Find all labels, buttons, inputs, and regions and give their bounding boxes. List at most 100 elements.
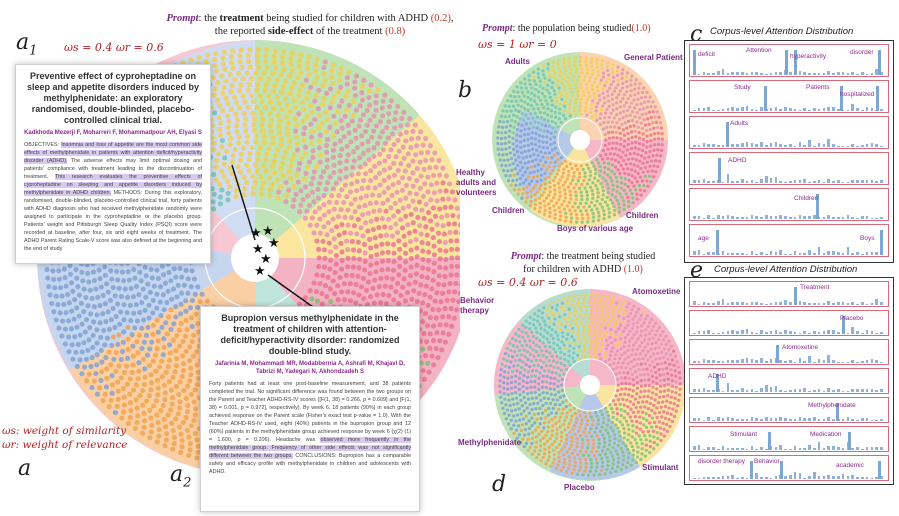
cluster-dot [621, 109, 626, 114]
cluster-dot [581, 324, 586, 328]
paper-card-a2[interactable]: Bupropion versus methylphenidate in the … [200, 306, 420, 512]
cluster-dot [603, 334, 607, 338]
cluster-dot [162, 280, 169, 286]
cluster-dot [526, 90, 530, 94]
cluster-dot [562, 61, 566, 65]
cluster-dot [525, 350, 530, 354]
cluster-dot [552, 204, 556, 208]
cluster-dot [553, 403, 558, 407]
cluster-dot [568, 447, 572, 451]
cluster-dot [325, 274, 331, 281]
cluster-dot [543, 208, 547, 212]
cluster-dot [634, 158, 638, 162]
cluster-dot [639, 166, 643, 171]
cluster-dot [567, 315, 571, 319]
cluster-dot [524, 441, 529, 445]
cluster-dot [633, 437, 637, 442]
cluster-dot [559, 120, 563, 124]
cluster-dot [613, 158, 618, 162]
cluster-dot [598, 153, 603, 158]
cluster-dot [632, 98, 636, 102]
cluster-dot [560, 330, 565, 335]
cluster-dot [575, 301, 580, 306]
cluster-dot [635, 425, 639, 429]
cluster-dot [526, 108, 530, 112]
cluster-dot [614, 86, 618, 90]
cluster-dot [619, 332, 623, 337]
cluster-dot [638, 344, 642, 348]
attention-peak-bar [726, 122, 729, 147]
cluster-dot [562, 297, 566, 301]
cluster-dot [565, 411, 570, 415]
attention-bar [865, 179, 869, 183]
cluster-dot [624, 162, 628, 166]
cluster-dot [643, 434, 647, 438]
cluster-dot [125, 294, 131, 300]
cluster-dot [661, 421, 665, 425]
cluster-dot [332, 291, 338, 297]
cluster-dot [562, 372, 566, 376]
attention-bar [693, 109, 696, 111]
cluster-dot [543, 323, 548, 327]
cluster-dot [511, 113, 516, 117]
attention-bar [822, 217, 826, 219]
cluster-dot [584, 293, 588, 297]
cluster-dot [558, 356, 563, 360]
cluster-dot [250, 173, 256, 180]
cluster-dot [602, 171, 607, 175]
cluster-dot [616, 426, 620, 430]
cluster-dot [530, 441, 534, 445]
attention-bar [841, 71, 845, 75]
cluster-dot [253, 139, 259, 145]
cluster-dot [630, 135, 634, 140]
cluster-dot [543, 151, 547, 155]
cluster-dot [286, 144, 293, 150]
attention-bar [817, 246, 821, 255]
cluster-dot [615, 417, 619, 421]
cluster-dot [661, 330, 665, 334]
cluster-dot [535, 190, 540, 194]
cluster-dot [146, 302, 152, 308]
attention-bar [841, 181, 845, 183]
cluster-dot [530, 136, 534, 140]
cluster-dot [541, 436, 545, 440]
paper-card-a1[interactable]: Preventive effect of cyproheptadine on s… [15, 64, 211, 264]
cluster-dot [618, 131, 622, 136]
cluster-dot [635, 180, 640, 184]
cluster-dot [554, 421, 558, 426]
cluster-dot [517, 387, 522, 392]
cluster-dot [553, 71, 557, 76]
cluster-dot [620, 387, 624, 391]
attention-peak-bar [716, 230, 719, 255]
cluster-dot [633, 93, 637, 97]
cluster-dot [567, 421, 572, 426]
attention-bar [760, 179, 763, 183]
cluster-dot [532, 449, 537, 453]
cluster-dot [649, 138, 653, 143]
attention-bar [827, 107, 830, 111]
cluster-dot [600, 205, 605, 209]
cluster-dot [577, 336, 582, 341]
cluster-dot [288, 163, 294, 169]
attention-word: Boys [860, 235, 875, 242]
cluster-dot [569, 212, 573, 216]
cluster-dot [244, 180, 250, 186]
cluster-dot [354, 179, 360, 185]
cluster-dot [610, 157, 614, 161]
label-adults: Adults [505, 57, 530, 66]
cluster-dot [270, 134, 276, 141]
cluster-dot [314, 238, 320, 244]
cluster-dot [365, 210, 371, 216]
cluster-dot [611, 316, 615, 320]
cluster-dot [339, 257, 345, 264]
cluster-dot [565, 80, 569, 84]
cluster-dot [583, 75, 587, 79]
cluster-dot [194, 382, 200, 388]
cluster-dot [632, 106, 637, 110]
cluster-dot [552, 365, 556, 369]
cluster-dot [667, 406, 671, 410]
cluster-dot [514, 428, 519, 432]
cluster-dot [604, 359, 608, 364]
cluster-dot [507, 422, 511, 426]
attention-bar [774, 216, 778, 219]
